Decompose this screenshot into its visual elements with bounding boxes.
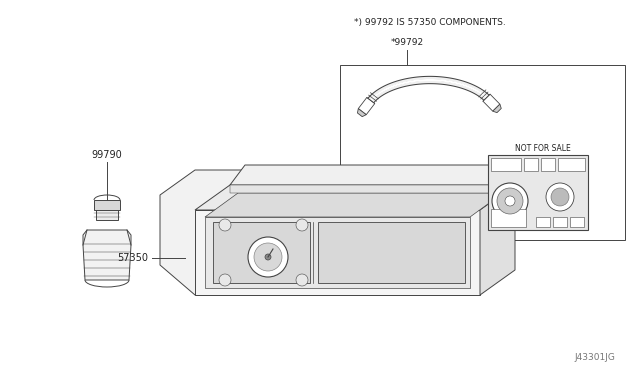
Circle shape	[296, 274, 308, 286]
Polygon shape	[205, 217, 470, 288]
Polygon shape	[358, 109, 366, 117]
Circle shape	[546, 183, 574, 211]
Circle shape	[248, 237, 288, 277]
Polygon shape	[358, 97, 375, 115]
Polygon shape	[195, 185, 515, 210]
Polygon shape	[205, 193, 503, 217]
Bar	[491, 209, 526, 227]
Circle shape	[219, 219, 231, 231]
Text: NOT FOR SALE: NOT FOR SALE	[515, 144, 571, 153]
Circle shape	[219, 274, 231, 286]
Circle shape	[497, 188, 523, 214]
Circle shape	[296, 219, 308, 231]
Bar	[536, 217, 550, 227]
Bar	[541, 158, 555, 171]
Polygon shape	[160, 170, 510, 295]
Text: 57350: 57350	[117, 253, 148, 263]
Text: *99792: *99792	[390, 38, 424, 46]
Polygon shape	[230, 165, 515, 185]
Text: J43301JG: J43301JG	[574, 353, 615, 362]
Bar	[553, 217, 567, 227]
Polygon shape	[213, 222, 310, 283]
Polygon shape	[83, 230, 131, 280]
Circle shape	[254, 243, 282, 271]
Polygon shape	[480, 185, 515, 295]
Circle shape	[265, 254, 271, 260]
Bar	[96, 209, 118, 220]
Bar	[340, 65, 625, 240]
Circle shape	[492, 183, 528, 219]
Circle shape	[505, 196, 515, 206]
Bar	[94, 200, 120, 210]
Polygon shape	[318, 222, 465, 283]
Polygon shape	[195, 210, 480, 295]
Polygon shape	[230, 185, 515, 193]
Polygon shape	[483, 94, 500, 111]
Circle shape	[551, 188, 569, 206]
Text: 99790: 99790	[92, 150, 122, 160]
Bar	[491, 158, 521, 171]
Text: *) 99792 IS 57350 COMPONENTS.: *) 99792 IS 57350 COMPONENTS.	[354, 17, 506, 26]
Bar	[488, 155, 588, 230]
Bar	[524, 158, 538, 171]
Bar	[558, 158, 585, 171]
Polygon shape	[493, 104, 501, 113]
Bar	[570, 217, 584, 227]
